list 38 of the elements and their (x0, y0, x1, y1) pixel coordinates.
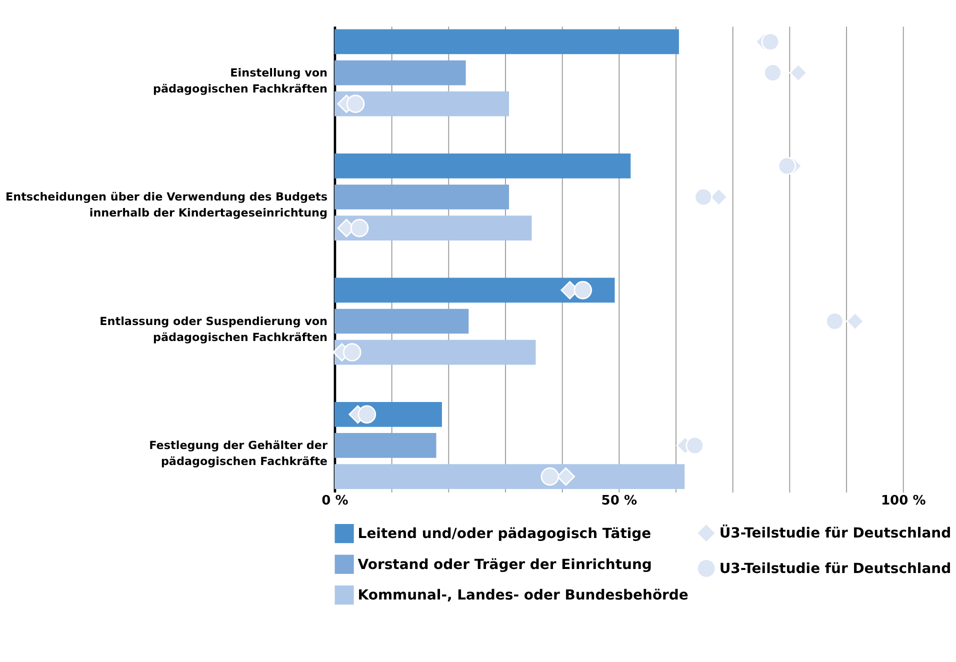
bar (334, 60, 466, 86)
point (778, 156, 796, 176)
legend-label: Kommunal-, Landes- oder Bundesbehörde (358, 588, 688, 604)
point (342, 343, 362, 362)
bar (334, 340, 536, 365)
bar (334, 433, 436, 458)
y-tick-label: Festlegung der Gehälter der pädagogischen Fachkräfte (149, 439, 328, 468)
x-tick-label: 0 % (322, 494, 348, 509)
point (761, 32, 780, 51)
point (686, 436, 704, 455)
bar (334, 464, 685, 489)
bar (334, 308, 469, 334)
legend-label: Leitend und/oder pädagogisch Tätige (358, 526, 652, 542)
legend-label: Ü3-Teilstudie für Deutschland (719, 524, 952, 542)
point (846, 312, 864, 330)
legend-label: Vorstand oder Träger der Einrichtung (358, 556, 652, 573)
bar (334, 91, 509, 116)
bar (334, 29, 679, 54)
point (789, 64, 808, 82)
point (826, 312, 844, 330)
point (540, 467, 560, 486)
point (346, 94, 365, 113)
point (350, 218, 369, 238)
bar (334, 216, 532, 240)
y-tick-label: Entlassung oder Suspendierung von pädagogischen Fachkräften (100, 314, 328, 344)
x-tick-label: 100 % (880, 494, 926, 509)
x-tick-label: 50 % (601, 494, 638, 509)
y-tick-label: Entscheidungen über die Verwendung des Budgets innerhalb der Kindertageseinrichtung (6, 190, 328, 220)
bar (334, 184, 509, 210)
y-tick-label: Einstellung von pädagogischen Fachkräften (152, 66, 328, 96)
bar (334, 278, 615, 303)
point (358, 405, 376, 424)
point (556, 467, 575, 486)
point (764, 64, 782, 82)
point (694, 188, 713, 206)
legend-label: U3-Teilstudie für Deutschland (719, 561, 952, 578)
point (574, 281, 592, 300)
bar (334, 154, 631, 178)
